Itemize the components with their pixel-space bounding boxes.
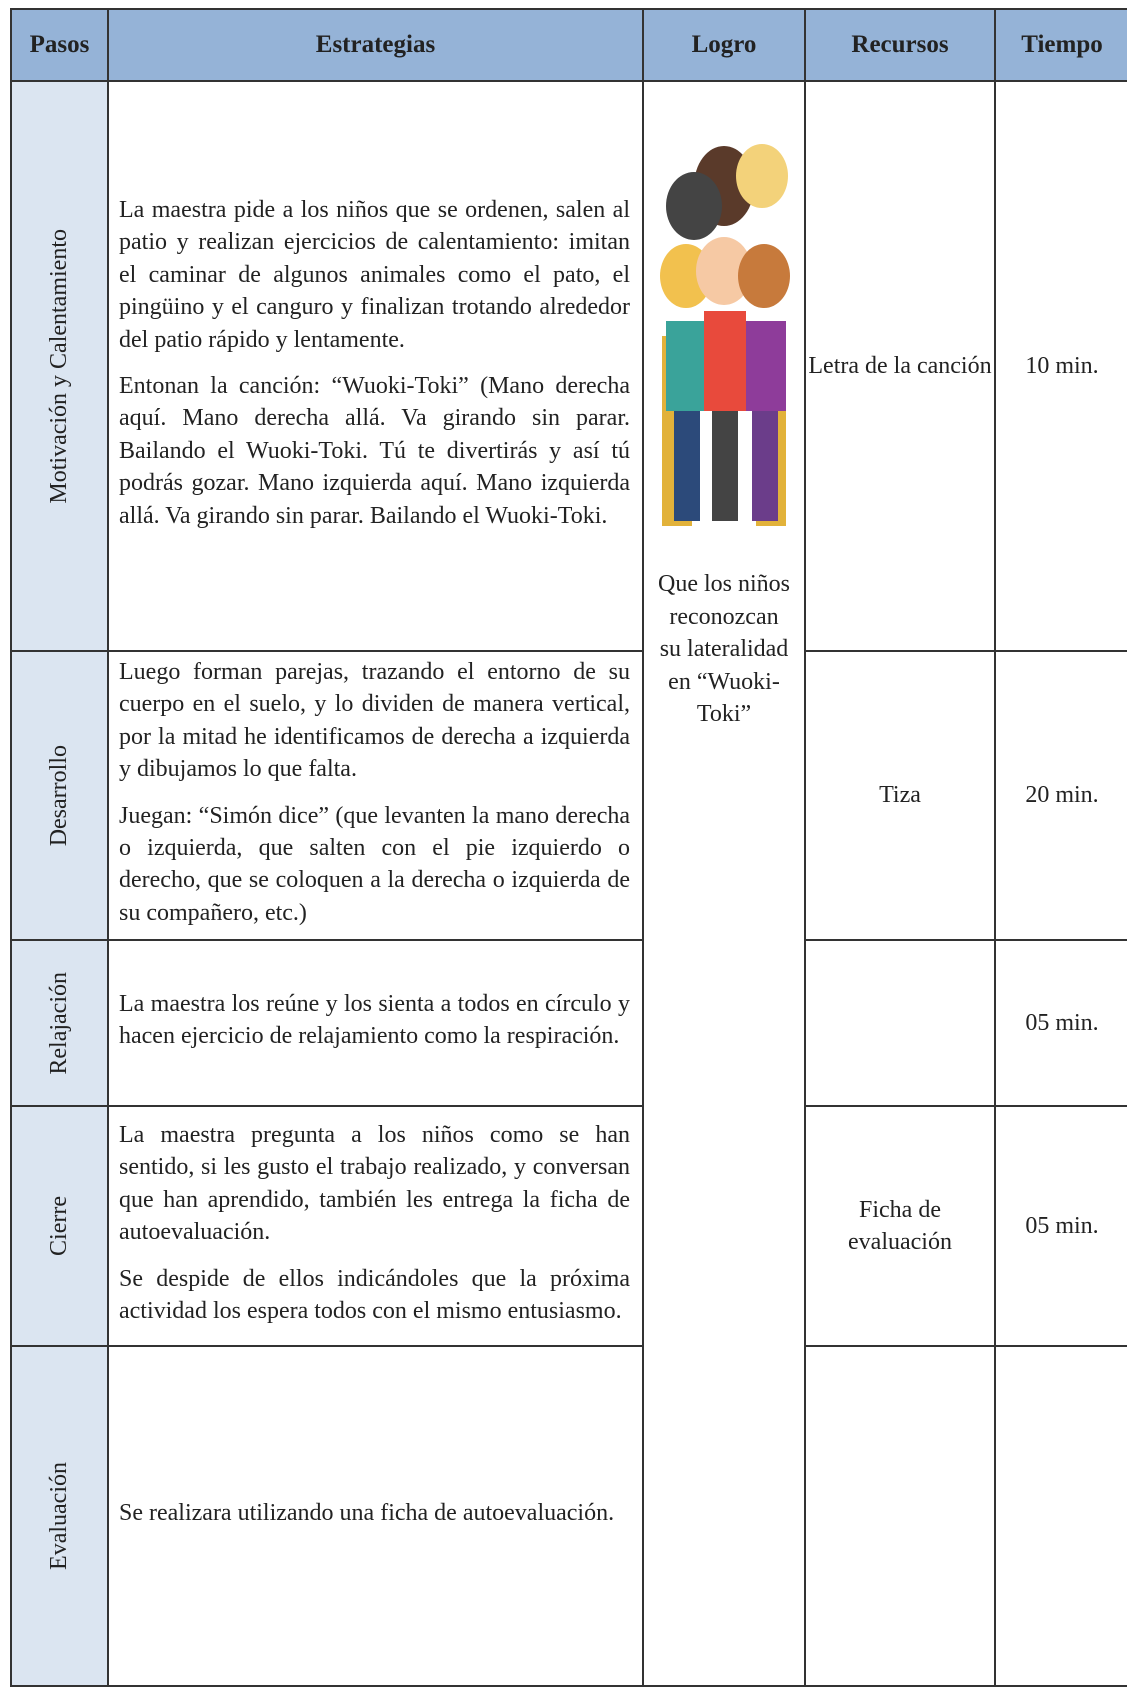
estrategias-cell: La maestra pide a los niños que se orden…: [107, 80, 644, 652]
tiempo-text: 05 min.: [1025, 1212, 1099, 1239]
header-cell: Tiempo: [994, 8, 1127, 82]
paso-label: Cierre: [46, 1196, 73, 1257]
recursos-text: Letra de la canción: [808, 352, 992, 379]
header-row: Pasos Estrategias Logro Recursos Tiempo: [10, 8, 1127, 82]
logro-text: Que los niños reconozcan su lateralidad …: [658, 571, 790, 727]
tiempo-text: 10 min.: [1025, 352, 1099, 379]
page: Pasos Estrategias Logro Recursos Tiempo …: [10, 8, 1127, 1687]
tiempo-text: 05 min.: [1025, 1009, 1099, 1036]
children-illustration: [660, 144, 790, 526]
table-row: Desarrollo Luego forman parejas, trazando…: [10, 649, 1127, 942]
estrategia-paragraph: Se realizara utilizando una ficha de aut…: [119, 1499, 615, 1526]
tiempo-cell: 05 min.: [994, 1105, 1127, 1348]
recursos-text: Tiza: [879, 782, 921, 809]
tiempo-cell: 05 min.: [994, 939, 1127, 1108]
paso-cell: Relajación: [10, 939, 109, 1108]
estrategia-paragraph: Juegan: “Simón dice” (que levanten la ma…: [119, 802, 630, 926]
header-cell: Recursos: [804, 8, 996, 82]
estrategias-cell: La maestra pregunta a los niños como se …: [107, 1105, 644, 1348]
tiempo-cell: 20 min.: [994, 649, 1127, 942]
paso-cell: Cierre: [10, 1105, 109, 1348]
estrategia-paragraph: Entonan la canción: “Wuoki-Toki” (Mano d…: [119, 373, 630, 529]
recursos-cell: [804, 1345, 996, 1687]
recursos-cell: Letra de la canción: [804, 80, 996, 652]
recursos-cell: Tiza: [804, 649, 996, 942]
estrategia-paragraph: La maestra los reúne y los sienta a todo…: [119, 990, 630, 1050]
table-body: Motivación y Calentamiento La maestra pid…: [10, 79, 1127, 1687]
paso-cell: Evaluación: [10, 1345, 109, 1687]
header-cell: Estrategias: [107, 8, 644, 82]
tiempo-cell: 10 min.: [994, 80, 1127, 652]
paso-label: Relajación: [46, 971, 73, 1075]
table-row: Cierre La maestra pregunta a los niños co…: [10, 1105, 1127, 1348]
recursos-cell: Ficha de evaluación: [804, 1105, 996, 1348]
estrategia-paragraph: La maestra pide a los niños que se orden…: [119, 197, 630, 353]
logro-cell: Que los niños reconozcan su lateralidad …: [642, 79, 806, 1687]
paso-label: Motivación y Calentamiento: [46, 228, 73, 504]
paso-cell: Motivación y Calentamiento: [10, 80, 109, 652]
session-table: Pasos Estrategias Logro Recursos Tiempo …: [10, 8, 1127, 1687]
tiempo-cell: [994, 1345, 1127, 1687]
paso-label: Desarrollo: [46, 744, 73, 847]
header-cell: Pasos: [10, 8, 109, 82]
paso-label: Evaluación: [46, 1462, 73, 1571]
table-row: Relajación La maestra los reúne y los sie…: [10, 939, 1127, 1108]
table-row: Evaluación Se realizara utilizando una fi…: [10, 1345, 1127, 1687]
estrategia-paragraph: Luego forman parejas, trazando el entorn…: [119, 659, 630, 783]
estrategias-cell: La maestra los reúne y los sienta a todo…: [107, 939, 644, 1108]
recursos-text: Ficha de evaluación: [848, 1196, 952, 1256]
estrategias-cell: Se realizara utilizando una ficha de aut…: [107, 1345, 644, 1687]
estrategia-paragraph: La maestra pregunta a los niños como se …: [119, 1121, 630, 1246]
estrategias-cell: Luego forman parejas, trazando el entorn…: [107, 649, 644, 942]
table-row: Motivación y Calentamiento La maestra pid…: [10, 79, 1127, 1687]
recursos-cell: [804, 939, 996, 1108]
paso-cell: Desarrollo: [10, 649, 109, 942]
header-cell: Logro: [642, 8, 806, 82]
tiempo-text: 20 min.: [1025, 782, 1099, 809]
estrategia-paragraph: Se despide de ellos indicándoles que la …: [119, 1265, 630, 1324]
